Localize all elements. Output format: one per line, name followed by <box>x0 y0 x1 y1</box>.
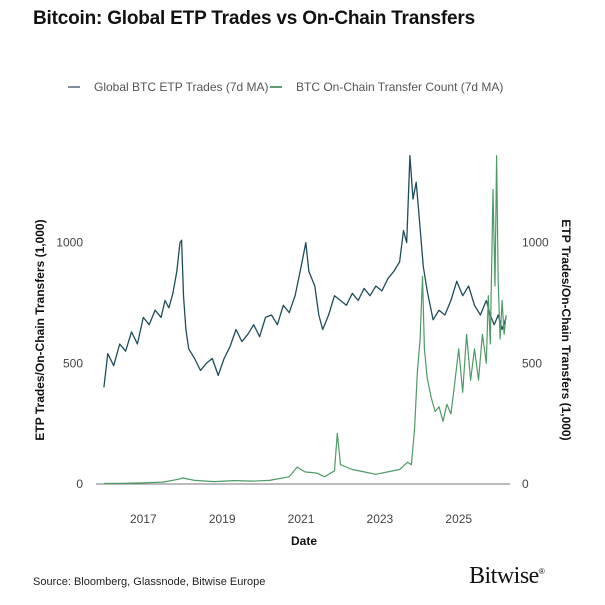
chart-title: Bitcoin: Global ETP Trades vs On-Chain T… <box>33 8 475 29</box>
series-group <box>103 155 507 485</box>
brand-registered-mark: ® <box>538 567 545 576</box>
x-tick-label-2019: 2019 <box>209 512 236 526</box>
y-tick-left-500: 500 <box>63 356 83 370</box>
brand-logo: Bitwise® <box>469 563 545 590</box>
y-tick-left-1000: 1000 <box>56 236 83 250</box>
y-tick-right-0: 0 <box>522 477 529 491</box>
legend: Global BTC ETP Trades (7d MA) BTC On-Cha… <box>0 80 605 100</box>
axis-ticks: 2017 2019 2021 2023 2025 0 0 500 500 1000 1000 <box>56 236 549 526</box>
brand-name: Bitwise <box>469 563 539 589</box>
y-tick-right-1000: 1000 <box>522 236 549 250</box>
legend-label-onchain-transfers: BTC On-Chain Transfer Count (7d MA) <box>296 80 504 94</box>
y-tick-right-500: 500 <box>522 356 542 370</box>
series-line-etp-trades <box>103 155 507 388</box>
legend-item-onchain-transfers: BTC On-Chain Transfer Count (7d MA) <box>270 80 503 94</box>
x-axis-label: Date <box>291 534 317 548</box>
x-tick-label-2021: 2021 <box>288 512 315 526</box>
legend-swatch-onchain-transfers <box>270 86 282 88</box>
x-tick-label-2017: 2017 <box>130 512 157 526</box>
series-line-onchain-transfers <box>103 155 507 485</box>
x-tick-label-2023: 2023 <box>367 512 394 526</box>
x-tick-label-2025: 2025 <box>445 512 472 526</box>
legend-item-etp-trades: Global BTC ETP Trades (7d MA) <box>68 80 269 94</box>
y-tick-left-0: 0 <box>76 477 83 491</box>
y-axis-label-right: ETP Trades/On-Chain Transfers (1,000) <box>559 219 573 440</box>
legend-swatch-etp-trades <box>68 86 80 88</box>
legend-label-etp-trades: Global BTC ETP Trades (7d MA) <box>94 80 269 94</box>
y-axis-label-left: ETP Trades/On-Chain Transfers (1,000) <box>33 219 47 440</box>
source-note: Source: Bloomberg, Glassnode, Bitwise Eu… <box>33 576 266 588</box>
